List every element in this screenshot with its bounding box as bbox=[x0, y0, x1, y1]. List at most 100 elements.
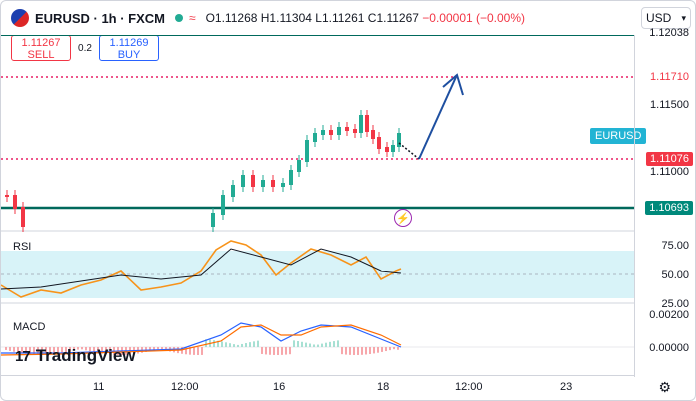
candle bbox=[251, 175, 255, 187]
rsi-tick: 50.00 bbox=[661, 269, 689, 281]
high-value: H1.11304 bbox=[260, 11, 312, 25]
macd-bar bbox=[325, 342, 327, 347]
buy-price: 1.11269 bbox=[109, 37, 149, 49]
sell-button[interactable]: 1.11267 SELL bbox=[11, 35, 71, 61]
candle bbox=[281, 183, 285, 187]
macd-bar bbox=[333, 341, 335, 347]
logo-mark: 17 bbox=[15, 347, 31, 365]
macd-bar bbox=[65, 347, 67, 353]
currency-label: USD bbox=[646, 11, 672, 25]
macd-bar bbox=[197, 347, 199, 355]
price-axis[interactable]: 1.12038 1.11710 1.11500 1.11076 1.11000 … bbox=[634, 27, 695, 377]
macd-bar bbox=[165, 347, 167, 351]
macd-bar bbox=[101, 347, 103, 354]
wave-icon[interactable]: ≈ bbox=[189, 11, 196, 25]
macd-bar bbox=[85, 347, 87, 351]
macd-bar bbox=[5, 347, 7, 350]
open-value: O1.11268 bbox=[205, 11, 258, 25]
macd-bar bbox=[285, 347, 287, 355]
macd-bar bbox=[217, 340, 219, 347]
macd-bar bbox=[157, 347, 159, 350]
time-tick: 23 bbox=[560, 381, 573, 393]
macd-bar bbox=[41, 347, 43, 355]
macd-bar bbox=[61, 347, 63, 354]
macd-bar bbox=[205, 339, 207, 347]
candle bbox=[13, 195, 17, 209]
rsi-tick: 75.00 bbox=[661, 240, 689, 252]
macd-bar bbox=[369, 347, 371, 355]
macd-bar bbox=[225, 342, 227, 347]
low-value: L1.11261 bbox=[315, 11, 365, 25]
sell-label: SELL bbox=[27, 49, 55, 61]
candle bbox=[261, 180, 265, 187]
market-open-indicator bbox=[175, 14, 183, 22]
macd-bar bbox=[105, 347, 107, 355]
candle bbox=[241, 175, 245, 187]
macd-bar bbox=[321, 343, 323, 347]
gear-icon[interactable]: ⚙ bbox=[658, 379, 671, 395]
tick-price: 1.11000 bbox=[650, 166, 689, 178]
candle bbox=[345, 127, 349, 131]
symbol-title[interactable]: EURUSD · 1h · FXCM bbox=[35, 10, 165, 26]
macd-bar bbox=[377, 347, 379, 353]
macd-bar bbox=[201, 347, 203, 355]
macd-bar bbox=[49, 347, 51, 355]
macd-bar bbox=[273, 347, 275, 355]
rsi-line bbox=[1, 240, 402, 298]
candle bbox=[359, 115, 363, 133]
macd-bar bbox=[269, 347, 271, 355]
macd-bar bbox=[21, 347, 23, 354]
candle bbox=[391, 145, 395, 152]
currency-selector[interactable]: USD ▾ bbox=[641, 7, 691, 29]
chart-area[interactable] bbox=[1, 35, 635, 377]
bolt-icon[interactable]: ⚡ bbox=[394, 209, 412, 227]
rsi-ma-line bbox=[1, 248, 402, 290]
time-tick: 11 bbox=[93, 381, 105, 393]
macd-bar bbox=[161, 347, 163, 350]
candle bbox=[353, 129, 357, 133]
macd-bar bbox=[237, 344, 239, 347]
macd-bar bbox=[185, 347, 187, 355]
signal-line bbox=[1, 324, 402, 356]
macd-bar bbox=[189, 347, 191, 355]
macd-bar bbox=[373, 347, 375, 354]
candle bbox=[377, 137, 381, 149]
macd-bar bbox=[53, 347, 55, 355]
time-tick: 12:00 bbox=[171, 381, 199, 393]
candle bbox=[313, 133, 317, 142]
macd-bar bbox=[265, 347, 267, 355]
candle bbox=[221, 195, 225, 215]
candle bbox=[21, 207, 25, 227]
ohlc-values: O1.11268 H1.11304 L1.11261 C1.11267 −0.0… bbox=[206, 11, 525, 25]
macd-bar bbox=[69, 347, 71, 352]
macd-bar bbox=[25, 347, 27, 354]
rsi-label[interactable]: RSI bbox=[13, 241, 32, 253]
candle bbox=[211, 213, 215, 227]
candle bbox=[5, 195, 9, 197]
time-tick: 16 bbox=[273, 381, 286, 393]
macd-bar bbox=[317, 344, 319, 347]
time-axis[interactable]: 11 12:00 16 18 12:00 23 bbox=[1, 375, 635, 400]
sell-price: 1.11267 bbox=[21, 37, 61, 49]
macd-bar bbox=[357, 347, 359, 355]
time-tick: 12:00 bbox=[455, 381, 483, 393]
macd-bar bbox=[289, 347, 291, 355]
brand-name: TradingView bbox=[35, 346, 136, 365]
macd-label[interactable]: MACD bbox=[13, 321, 46, 333]
macd-bar bbox=[89, 347, 91, 352]
macd-bar bbox=[233, 344, 235, 347]
candle bbox=[271, 180, 275, 187]
macd-bar bbox=[297, 341, 299, 347]
macd-bar bbox=[293, 340, 295, 347]
top-price: 1.12038 bbox=[649, 27, 689, 39]
macd-bar bbox=[229, 343, 231, 347]
candle bbox=[337, 127, 341, 135]
macd-bar bbox=[45, 347, 47, 355]
macd-bar bbox=[393, 347, 395, 350]
buy-label: BUY bbox=[117, 49, 141, 61]
macd-bar bbox=[33, 347, 35, 355]
candle bbox=[397, 133, 401, 147]
macd-bar bbox=[145, 347, 147, 352]
macd-line bbox=[1, 322, 402, 354]
